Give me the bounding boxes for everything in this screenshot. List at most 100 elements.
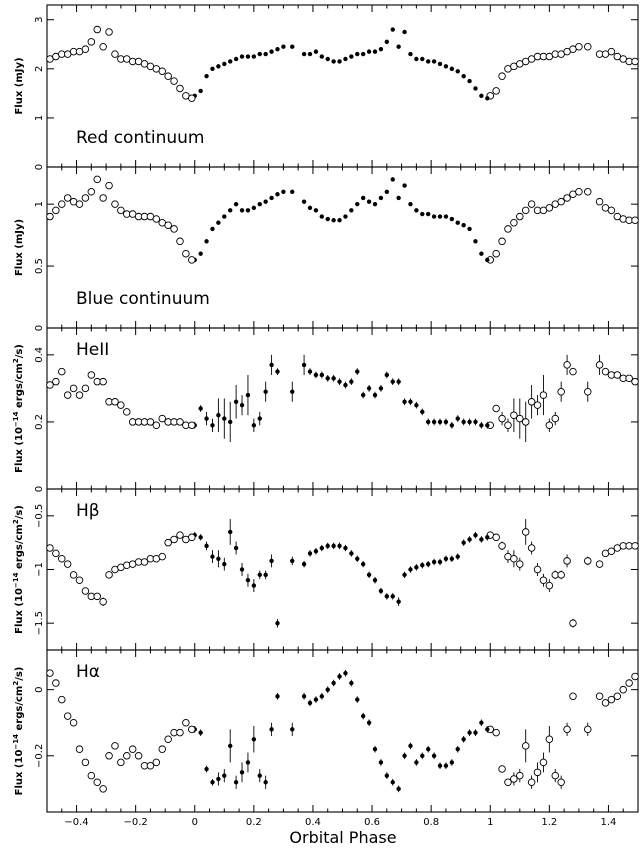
- h-point-open: [118, 759, 125, 766]
- h-point: [344, 671, 348, 675]
- blue-continuum-point-open: [632, 217, 639, 224]
- h-point-open: [552, 772, 559, 779]
- heii-point-open: [70, 385, 77, 392]
- red-continuum-point: [485, 96, 489, 100]
- h-point: [240, 770, 244, 774]
- heii-point: [444, 420, 448, 424]
- h-point-open: [522, 743, 529, 750]
- blue-continuum-point: [252, 206, 256, 210]
- h-point-open: [94, 779, 101, 786]
- x-tick-label: 0.6: [364, 817, 380, 828]
- blue-continuum-point: [314, 208, 318, 212]
- heii-point: [462, 420, 466, 424]
- blue-continuum-point-open: [517, 213, 524, 220]
- h-point: [308, 552, 312, 556]
- h-point-open: [528, 779, 535, 786]
- h-point-open: [517, 561, 524, 568]
- h-point: [444, 557, 448, 561]
- h-point-open: [183, 719, 190, 726]
- h-point: [234, 780, 238, 784]
- red-continuum-point: [314, 50, 318, 54]
- h-point-open: [106, 572, 113, 579]
- red-continuum-point: [264, 52, 268, 56]
- heii-point-open: [493, 405, 500, 412]
- heii-point: [474, 420, 478, 424]
- h-point: [379, 761, 383, 765]
- h-point: [270, 727, 274, 731]
- heii-point-open: [534, 402, 541, 409]
- h-point-open: [188, 534, 195, 541]
- heii-point: [403, 400, 407, 404]
- blue-continuum-point: [349, 208, 353, 212]
- blue-continuum-point-open: [183, 250, 190, 257]
- red-continuum-point: [450, 67, 454, 71]
- h-point: [290, 559, 294, 563]
- red-continuum-point-open: [171, 78, 178, 85]
- h-point: [246, 578, 250, 582]
- h-point: [314, 698, 318, 702]
- heii-point: [222, 417, 226, 421]
- x-tick-label: 1.4: [600, 817, 616, 828]
- h-point: [349, 681, 353, 685]
- h-point-open: [534, 769, 541, 776]
- blue-continuum-point: [403, 184, 407, 188]
- h-point: [468, 731, 472, 735]
- heii-point-open: [558, 388, 565, 395]
- blue-continuum-point: [409, 202, 413, 206]
- red-continuum-point: [444, 64, 448, 68]
- red-continuum-point: [205, 74, 209, 78]
- red-continuum-point-open: [165, 73, 172, 80]
- blue-continuum-point: [344, 215, 348, 219]
- red-continuum-point: [414, 57, 418, 61]
- heii-point: [391, 380, 395, 384]
- blue-continuum-point-open: [493, 250, 500, 257]
- heii-point: [308, 370, 312, 374]
- h-point-open: [596, 693, 603, 700]
- h-point-open: [632, 673, 639, 680]
- blue-continuum-point-open: [576, 188, 583, 195]
- h-ylabel-unit: ergs/cm: [14, 686, 25, 734]
- h-point: [420, 754, 424, 758]
- h-point-open: [584, 726, 591, 733]
- blue-continuum-point-open: [584, 188, 591, 195]
- red-continuum-point: [438, 62, 442, 66]
- h-point-open: [88, 772, 95, 779]
- red-continuum-ytick-label: 3: [34, 17, 45, 23]
- blue-continuum-point: [456, 221, 460, 225]
- h-point: [379, 589, 383, 593]
- blue-continuum-point: [385, 190, 389, 194]
- heii-point: [456, 417, 460, 421]
- blue-continuum-point-open: [188, 257, 195, 264]
- h-point: [276, 621, 280, 625]
- h-point-open: [153, 759, 160, 766]
- heii-point: [349, 380, 353, 384]
- blue-continuum-point-open: [528, 201, 535, 208]
- h-point: [234, 546, 238, 550]
- red-continuum-point: [349, 55, 353, 59]
- h-point-open: [47, 545, 54, 552]
- h-point: [216, 777, 220, 781]
- h-point: [450, 761, 454, 765]
- blue-continuum-point: [474, 239, 478, 243]
- blue-continuum-point: [468, 227, 472, 231]
- blue-continuum-ylabel-text: Flux (mJy): [14, 219, 25, 276]
- red-continuum-point: [240, 55, 244, 59]
- h-point: [332, 681, 336, 685]
- h-point: [414, 565, 418, 569]
- blue-continuum-ytick-label: 0.5: [34, 258, 45, 274]
- h-point-open: [584, 558, 591, 565]
- blue-continuum-point-open: [596, 198, 603, 205]
- blue-continuum-point: [199, 252, 203, 256]
- red-continuum-point-open: [100, 43, 107, 50]
- heii-point: [432, 420, 436, 424]
- h-point: [438, 764, 442, 768]
- red-continuum-point-open: [584, 43, 591, 50]
- heii-point: [426, 420, 430, 424]
- red-continuum-point: [276, 47, 280, 51]
- blue-continuum-point-open: [620, 216, 627, 223]
- heii-point-open: [100, 378, 107, 385]
- h-point-open: [177, 532, 184, 539]
- blue-continuum-point-open: [522, 207, 529, 214]
- h-point: [320, 694, 324, 698]
- h-point-open: [129, 746, 136, 753]
